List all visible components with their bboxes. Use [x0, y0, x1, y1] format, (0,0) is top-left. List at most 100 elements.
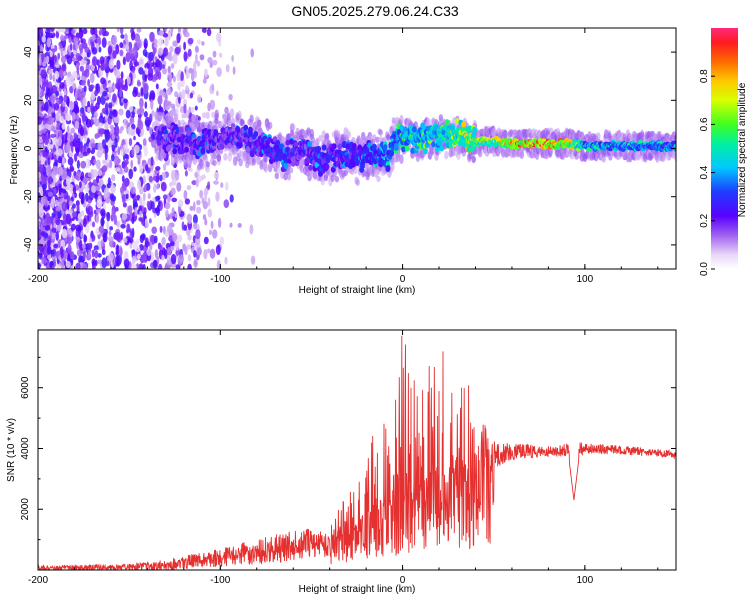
noise-blob	[91, 184, 97, 193]
noise-blob	[159, 174, 163, 182]
noise-blob	[49, 28, 55, 32]
noise-blob	[125, 193, 129, 200]
noise-blob	[59, 43, 63, 49]
noise-blob	[108, 230, 112, 236]
noise-blob	[158, 47, 164, 56]
noise-blob	[108, 236, 114, 242]
noise-blob	[60, 55, 67, 64]
noise-blob	[212, 229, 218, 239]
noise-blob	[177, 81, 181, 91]
noise-blob	[108, 82, 113, 88]
noise-blob	[170, 187, 176, 196]
noise-blob	[201, 28, 207, 33]
noise-blob	[155, 83, 159, 90]
noise-blob	[57, 209, 62, 219]
noise-blob	[176, 234, 183, 243]
noise-blob	[68, 151, 73, 158]
noise-blob	[98, 46, 102, 53]
noise-blob	[166, 224, 173, 234]
noise-blob	[187, 48, 192, 57]
ridge-halo-blob	[233, 156, 238, 166]
noise-blob	[56, 142, 59, 147]
noise-blob	[51, 198, 55, 209]
noise-blob	[132, 89, 138, 98]
noise-blob	[138, 217, 143, 222]
noise-blob	[59, 35, 66, 41]
noise-blob	[165, 93, 168, 101]
noise-blob	[42, 195, 48, 206]
noise-blob	[75, 40, 78, 51]
noise-blob	[108, 252, 114, 262]
noise-blob	[102, 165, 108, 172]
noise-blob	[87, 262, 91, 268]
noise-blob	[58, 98, 62, 105]
noise-blob	[72, 111, 76, 120]
noise-blob	[98, 30, 102, 36]
noise-blob	[132, 186, 136, 193]
noise-blob	[93, 169, 98, 177]
noise-blob	[91, 258, 96, 266]
ridge-point	[351, 143, 357, 149]
ridge-halo-blob	[323, 174, 329, 182]
noise-blob	[124, 153, 128, 159]
noise-blob	[63, 88, 67, 97]
noise-blob	[123, 237, 128, 243]
noise-blob	[61, 228, 68, 239]
noise-blob	[79, 31, 83, 40]
ridge-point	[371, 143, 377, 150]
noise-blob	[49, 73, 53, 81]
noise-blob	[180, 71, 184, 82]
noise-blob	[185, 85, 189, 91]
noise-blob	[152, 175, 157, 181]
ridge-halo-blob	[157, 111, 162, 120]
noise-blob	[104, 121, 109, 131]
noise-blob	[162, 32, 169, 38]
noise-blob	[143, 82, 149, 94]
noise-blob	[116, 59, 121, 70]
noise-blob	[195, 177, 199, 188]
noise-blob	[148, 66, 154, 78]
noise-blob	[183, 41, 187, 51]
noise-blob	[169, 45, 174, 53]
noise-blob	[120, 186, 124, 194]
noise-blob	[82, 177, 89, 184]
noise-blob	[229, 222, 233, 228]
noise-blob	[48, 143, 51, 151]
noise-blob	[66, 236, 70, 244]
noise-blob	[195, 229, 201, 240]
noise-blob	[115, 44, 120, 55]
noise-blob	[145, 164, 149, 172]
noise-blob	[90, 103, 94, 113]
noise-blob	[215, 244, 221, 255]
noise-blob	[131, 146, 135, 157]
noise-blob	[70, 127, 75, 134]
noise-blob	[99, 122, 104, 128]
ridge-halo-blob	[214, 118, 219, 125]
noise-blob	[128, 138, 133, 146]
ridge-halo-blob	[309, 128, 314, 138]
noise-blob	[110, 184, 116, 194]
noise-blob	[126, 148, 130, 153]
noise-blob	[104, 151, 108, 161]
noise-blob	[75, 262, 81, 269]
noise-blob	[75, 108, 80, 114]
noise-blob	[119, 87, 123, 98]
noise-blob	[237, 223, 242, 228]
noise-blob	[129, 60, 133, 71]
noise-blob	[97, 170, 103, 177]
noise-blob	[48, 32, 54, 39]
noise-blob	[161, 254, 165, 261]
noise-blob	[250, 48, 254, 58]
noise-blob	[149, 126, 153, 135]
noise-blob	[74, 175, 79, 180]
noise-blob	[144, 116, 151, 128]
noise-blob	[66, 125, 70, 133]
noise-blob	[213, 171, 220, 179]
noise-blob	[126, 223, 130, 235]
noise-blob	[47, 157, 51, 166]
noise-blob	[70, 223, 76, 231]
noise-blob	[43, 56, 47, 67]
noise-blob	[103, 187, 110, 198]
noise-blob	[85, 223, 90, 234]
noise-blob	[82, 60, 88, 65]
